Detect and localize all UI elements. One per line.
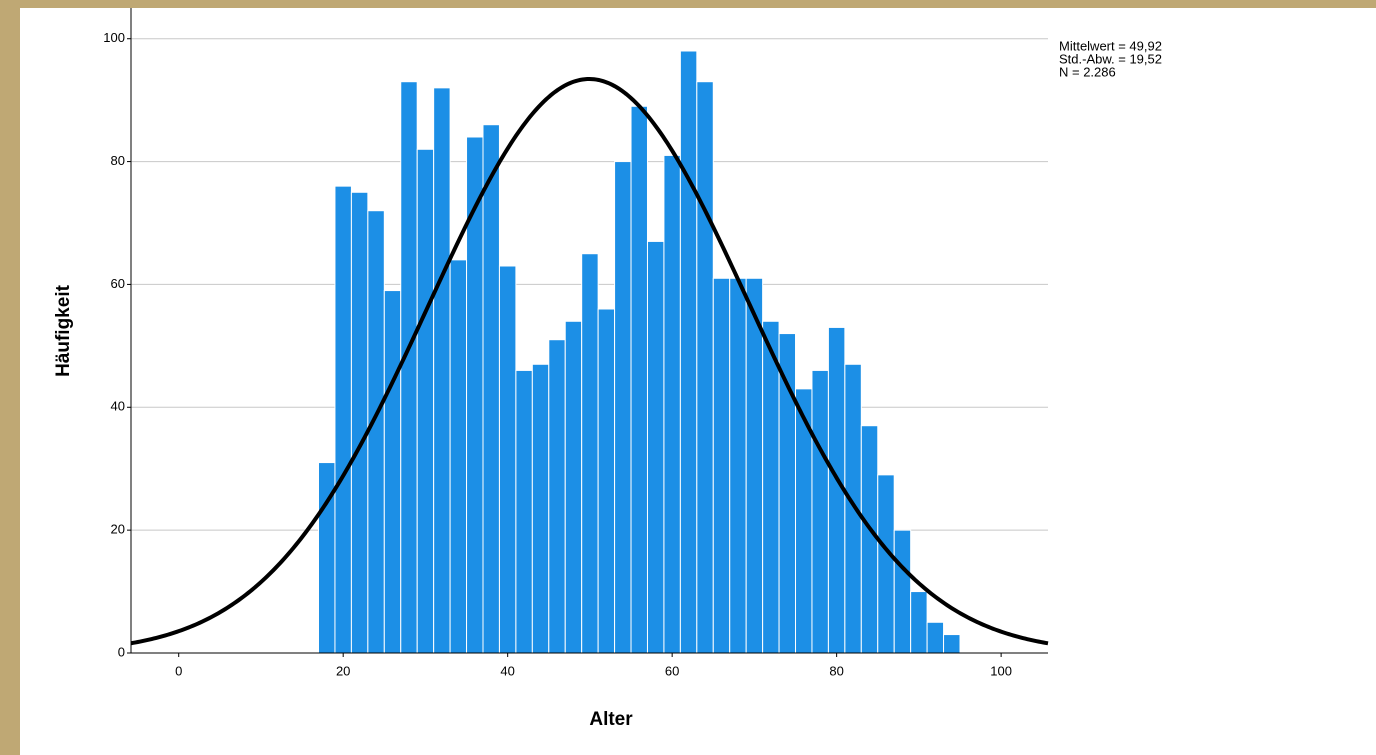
x-tick-label: 0 xyxy=(175,663,182,678)
x-axis-title: Alter xyxy=(589,709,633,730)
y-tick-label: 20 xyxy=(111,522,125,537)
bar xyxy=(943,634,961,654)
bar xyxy=(433,87,451,654)
bar xyxy=(531,363,550,654)
y-tick-label: 60 xyxy=(111,276,125,291)
bar xyxy=(696,81,714,654)
bar xyxy=(877,474,895,654)
y-axis-title: Häufigkeit xyxy=(53,284,74,377)
bar xyxy=(712,277,731,654)
bar xyxy=(581,253,599,654)
bar xyxy=(334,185,352,654)
bar xyxy=(614,161,632,654)
stats-line: Mittelwert = 49,92 xyxy=(1059,38,1162,53)
bar xyxy=(860,425,879,654)
bar xyxy=(630,105,648,654)
bar xyxy=(597,308,616,654)
bar xyxy=(482,124,500,654)
x-tick-label: 40 xyxy=(500,663,514,678)
y-tick-label: 80 xyxy=(111,153,125,168)
x-tick-label: 60 xyxy=(665,663,679,678)
y-tick-label: 0 xyxy=(118,644,125,659)
bar xyxy=(498,265,517,654)
y-tick-label: 40 xyxy=(111,399,125,414)
bar xyxy=(729,277,747,654)
bar xyxy=(416,148,435,654)
bar xyxy=(811,369,829,654)
bar xyxy=(762,320,780,654)
bar xyxy=(926,621,945,654)
bar xyxy=(449,259,468,654)
bar xyxy=(564,320,583,654)
x-tick-label: 100 xyxy=(990,663,1012,678)
bar xyxy=(350,191,369,654)
bar xyxy=(679,50,698,654)
bar xyxy=(844,363,862,654)
bar xyxy=(745,277,764,654)
bar xyxy=(466,136,484,654)
bar xyxy=(367,210,385,654)
x-tick-label: 20 xyxy=(336,663,350,678)
bar xyxy=(663,154,681,654)
bar xyxy=(400,81,418,654)
bar xyxy=(893,529,912,654)
bar xyxy=(548,339,566,654)
bar xyxy=(646,240,665,654)
stats-line: Std.-Abw. = 19,52 xyxy=(1059,51,1162,66)
normal-curve xyxy=(130,77,1049,646)
bar xyxy=(910,591,928,654)
bar xyxy=(383,290,402,654)
bar xyxy=(515,369,533,654)
x-tick-label: 80 xyxy=(829,663,843,678)
stats-line: N = 2.286 xyxy=(1059,64,1116,79)
y-tick-label: 100 xyxy=(103,30,125,45)
